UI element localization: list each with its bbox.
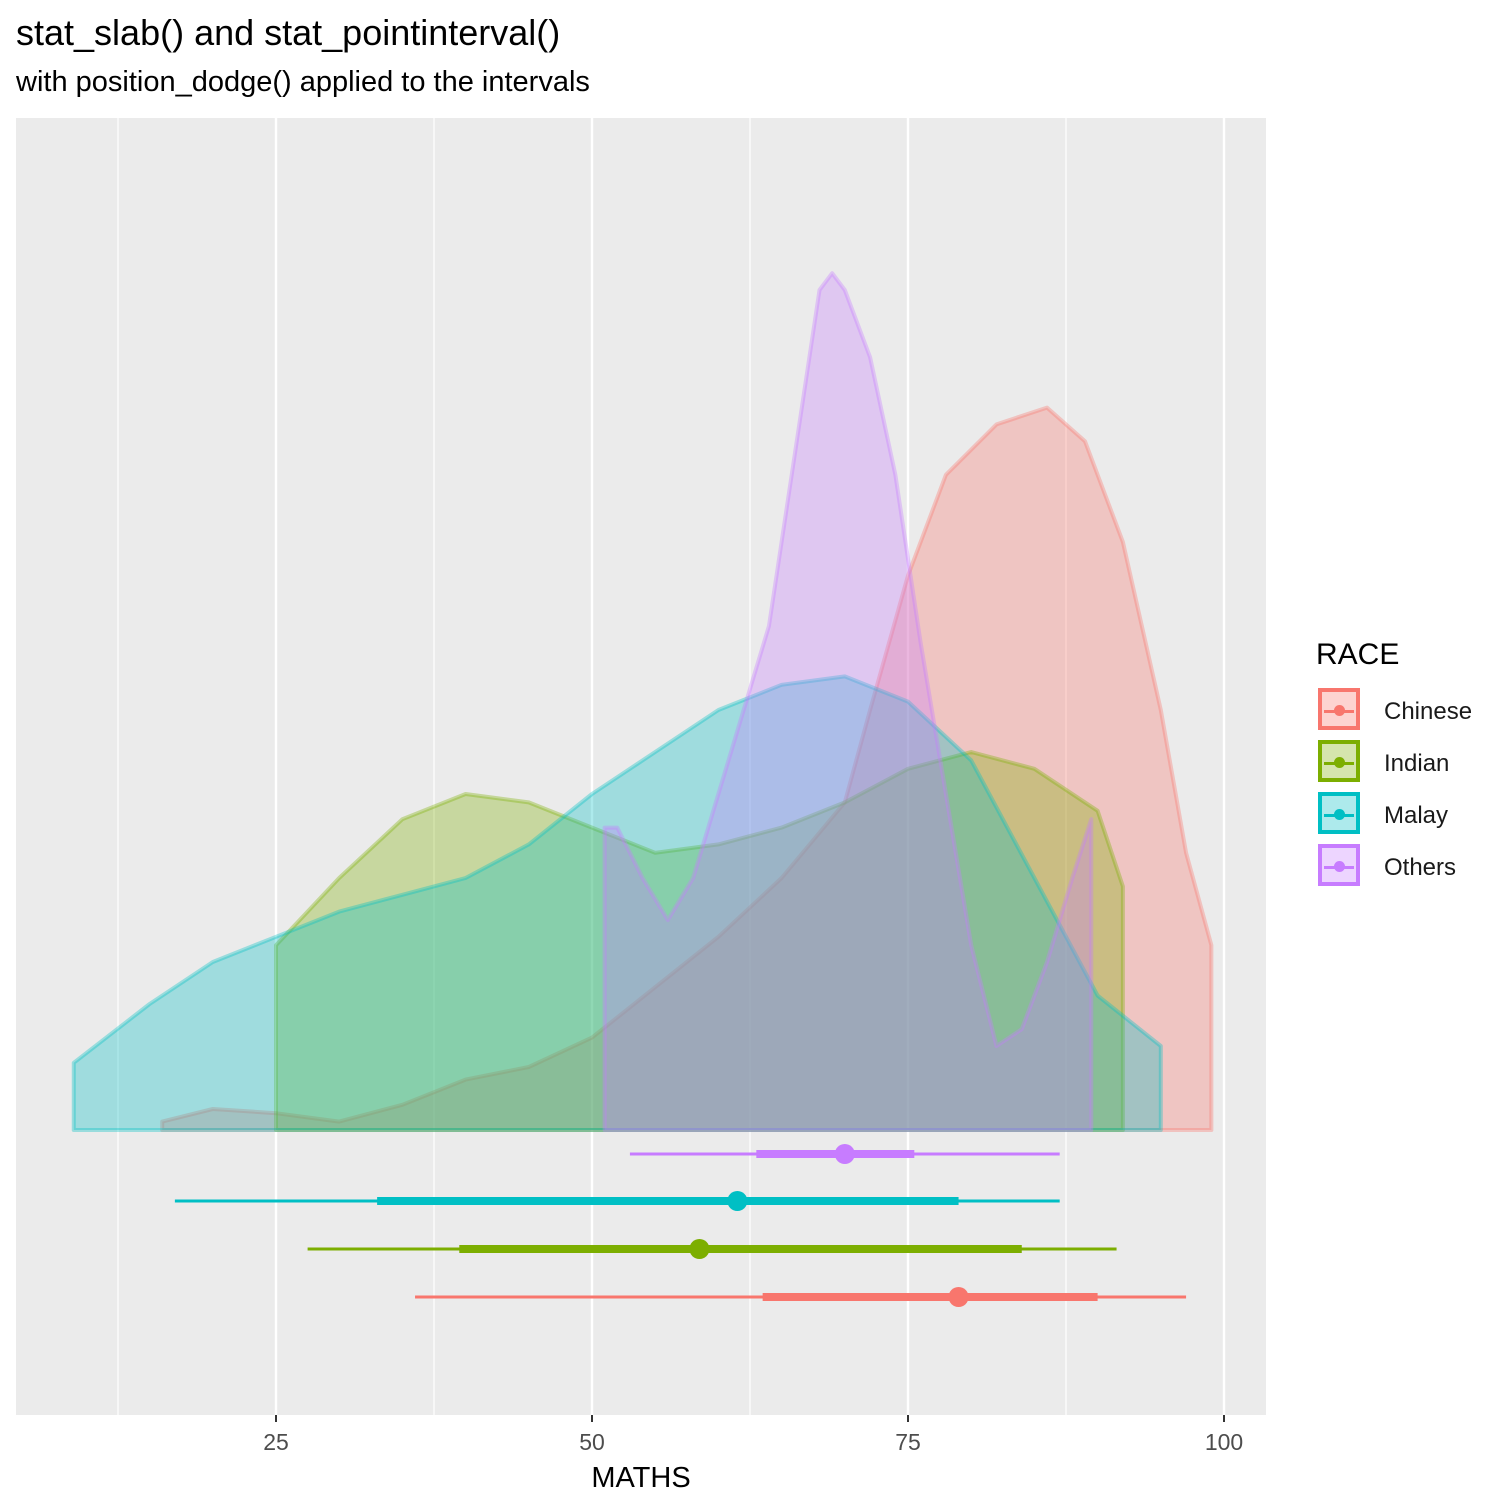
- median-point: [689, 1239, 710, 1259]
- interval-others: [629, 1144, 1060, 1164]
- x-axis-label: MATHS: [591, 1462, 690, 1494]
- legend-item-malay: Malay: [1316, 790, 1472, 842]
- x-tick-label: 25: [263, 1429, 289, 1455]
- slab-others: [602, 271, 1094, 1132]
- legend-label: Indian: [1384, 750, 1450, 777]
- x-tick-label: 50: [579, 1429, 605, 1455]
- legend-label: Chinese: [1384, 698, 1473, 725]
- interval-malay: [174, 1191, 1060, 1211]
- legend: RACE Chinese Indian Malay Others: [1316, 638, 1472, 894]
- legend-key: [1316, 738, 1368, 790]
- interval-indian: [307, 1239, 1117, 1259]
- legend-label: Malay: [1384, 802, 1449, 829]
- legend-key: [1316, 686, 1368, 738]
- median-point: [834, 1144, 855, 1164]
- slab-indian: [274, 750, 1125, 1132]
- density-slabs: [71, 271, 1214, 1132]
- legend-item-indian: Indian: [1316, 738, 1472, 790]
- legend-title: RACE: [1316, 638, 1400, 671]
- median-point: [948, 1287, 969, 1307]
- slab-malay: [71, 674, 1163, 1132]
- legend-key: [1316, 790, 1368, 842]
- x-tick-label: 100: [1205, 1429, 1243, 1455]
- point-intervals: [174, 1144, 1187, 1307]
- legend-key: [1316, 842, 1368, 894]
- legend-label: Others: [1384, 854, 1457, 881]
- legend-item-others: Others: [1316, 842, 1472, 894]
- x-tick-label: 75: [895, 1429, 921, 1455]
- chart-subtitle: with position_dodge() applied to the int…: [16, 66, 590, 98]
- x-axis: 25 50 75 100: [263, 1415, 1243, 1455]
- median-point: [727, 1191, 748, 1211]
- slab-chinese: [160, 405, 1214, 1132]
- chart-title: stat_slab() and stat_pointinterval(): [16, 12, 561, 53]
- interval-chinese: [415, 1287, 1187, 1307]
- legend-item-chinese: Chinese: [1316, 686, 1472, 738]
